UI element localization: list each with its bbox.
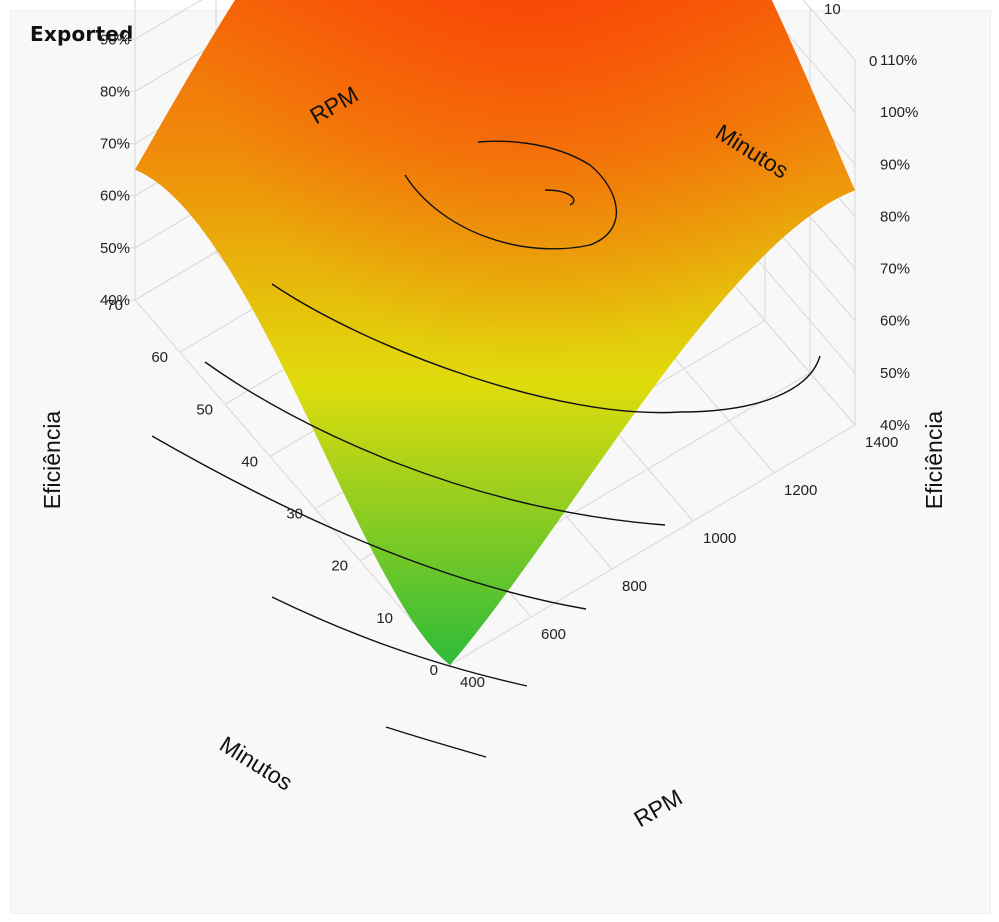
rpm-tick-bottom: 1200: [784, 482, 817, 499]
contour-line-106: [544, 189, 575, 206]
eff-tick-right: 50%: [880, 365, 910, 382]
efficiency-axis-title-right: Eficiência: [921, 411, 947, 510]
minutes-tick-bottom: 70: [106, 297, 123, 314]
page-title: Exported: [30, 22, 134, 46]
eff-tick-right: 40%: [880, 417, 910, 434]
contour-line-50: [385, 726, 487, 758]
eff-tick-right: 90%: [880, 156, 910, 173]
eff-tick-right: 70%: [880, 261, 910, 278]
rpm-tick-bottom: 1400: [865, 434, 898, 451]
minutes-tick-bottom: 0: [430, 662, 438, 679]
contour-line-100: [404, 140, 617, 250]
minutes-tick-bottom: 10: [376, 610, 393, 627]
eff-tick-right: 110%: [880, 52, 917, 69]
contour-lines: [151, 140, 821, 758]
contour-line-70: [151, 435, 587, 610]
eff-tick-left: 60%: [100, 188, 130, 205]
wall-grid-eff: [134, 0, 291, 92]
rpm-tick-bottom: 1000: [703, 530, 736, 547]
contour-line-90: [271, 283, 821, 414]
surface-peak-shading: [135, 0, 855, 665]
contour-line-60: [271, 596, 528, 687]
surface: [135, 0, 855, 665]
wall-grid-eff: [757, 0, 856, 113]
minutes-tick-bottom: 40: [241, 453, 258, 470]
eff-tick-left: 90%: [100, 31, 130, 48]
minutes-axis-title-bottom: Minutos: [215, 731, 297, 796]
floor-grid-rpm: [134, 299, 451, 666]
minutes-tick-bottom: 60: [151, 349, 168, 366]
minutes-tick-top: 10: [824, 1, 841, 18]
tick-labels: 4006008001000120014004006008001000120014…: [100, 1, 918, 691]
eff-tick-left: 50%: [100, 240, 130, 257]
contour-line-80: [204, 361, 666, 526]
eff-tick-right: 80%: [880, 208, 910, 225]
rpm-tick-bottom: 800: [622, 578, 647, 595]
eff-tick-left: 70%: [100, 136, 130, 153]
eff-tick-left: 80%: [100, 83, 130, 100]
minutes-tick-bottom: 30: [286, 506, 303, 523]
eff-tick-right: 100%: [880, 104, 918, 121]
efficiency-axis-title-left: Eficiência: [39, 411, 65, 510]
rpm-tick-bottom: 600: [541, 626, 566, 643]
rpm-axis-title-bottom: RPM: [629, 784, 686, 832]
minutes-tick-bottom: 20: [331, 558, 348, 575]
minutes-tick-top: 0: [869, 53, 877, 70]
floor-grid-minutes: [449, 424, 856, 666]
eff-tick-left: 40%: [100, 292, 130, 309]
eff-tick-right: 60%: [880, 313, 910, 330]
rpm-tick-bottom: 400: [460, 674, 485, 691]
minutes-tick-bottom: 50: [196, 401, 213, 418]
